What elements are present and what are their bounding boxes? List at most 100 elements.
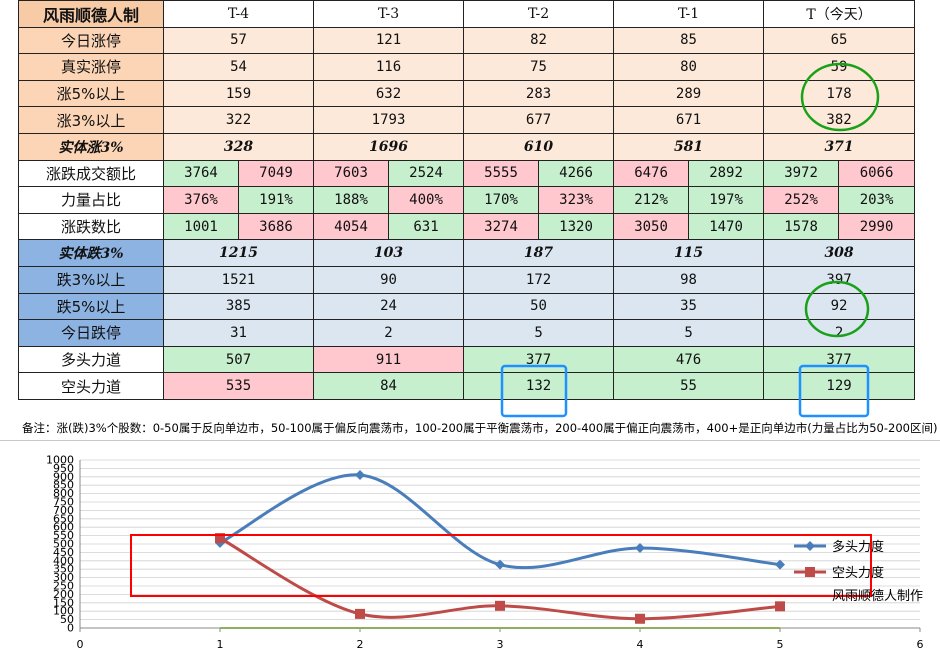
row-label: 实体跌3%	[18, 239, 164, 267]
table-cell: 1793	[313, 106, 465, 134]
table-cell: 377	[763, 345, 916, 374]
table-cell: 2	[763, 319, 916, 347]
table-cell: 187	[463, 239, 615, 267]
y-tick-label: 0	[67, 622, 74, 635]
data-point	[215, 533, 225, 544]
table-cell: 6476	[613, 159, 690, 188]
y-tick-label: 750	[53, 496, 74, 509]
row-label: 实体涨3%	[18, 132, 164, 161]
table-cell: 129	[763, 372, 916, 400]
y-tick-label: 800	[53, 487, 74, 500]
data-point	[635, 613, 645, 624]
chart-series	[215, 469, 785, 629]
table-cell: 535	[162, 372, 315, 400]
section-divider	[0, 440, 940, 441]
table-cell: 2524	[388, 159, 465, 188]
y-tick-label: 850	[53, 479, 74, 492]
highlight-range-box	[130, 534, 872, 597]
table-cell: 308	[763, 239, 916, 267]
table-cell: 3686	[237, 212, 315, 241]
table-cell: 65	[763, 26, 916, 55]
table-cell: 3050	[613, 212, 690, 241]
data-point	[495, 600, 505, 611]
table-cell: 1001	[163, 212, 239, 241]
data-point	[635, 543, 645, 554]
chart-axes: 0501001502002503003504004505005506006507…	[46, 454, 924, 652]
y-tick-label: 500	[53, 538, 74, 551]
table-cell: 322	[162, 106, 315, 134]
row-label: 涨跌成交额比	[18, 159, 164, 188]
data-point	[495, 559, 505, 570]
table-cell: 170%	[463, 186, 540, 214]
table-row: 多头力道 507 911 377 476 377	[18, 345, 916, 374]
row-label: 真实涨停	[18, 53, 164, 81]
table-cell: 1696	[313, 132, 465, 161]
y-tick-label: 350	[53, 563, 74, 576]
row-label: 空头力道	[18, 372, 164, 400]
y-tick-label: 600	[53, 521, 74, 534]
data-point	[355, 469, 365, 480]
table-cell: 159	[162, 79, 315, 108]
y-tick-label: 300	[53, 571, 74, 584]
row-label: 跌5%以上	[18, 292, 164, 321]
column-header: T-1	[613, 0, 765, 28]
table-cell: 203%	[838, 186, 916, 214]
table-cell: 4054	[313, 212, 390, 241]
column-header: T-3	[313, 0, 465, 28]
table-row: 今日涨停 57 121 82 85 65	[18, 26, 916, 55]
table-row: 跌3%以上 1521 90 172 98 397	[18, 265, 916, 294]
y-tick-label: 900	[53, 470, 74, 483]
table-cell: 7603	[313, 159, 390, 188]
table-cell: 55	[613, 372, 765, 400]
table-cell: 610	[463, 132, 615, 161]
column-header: T-4	[162, 0, 315, 28]
table-row: 涨跌成交额比 3764 7049 7603 2524 5555 4266 6476 2892 39…	[18, 159, 916, 188]
x-tick-label: 4	[637, 638, 644, 651]
table-cell: 1320	[538, 212, 615, 241]
table-cell: 2892	[688, 159, 765, 188]
table-cell: 2	[313, 319, 465, 347]
data-point	[775, 559, 785, 570]
y-tick-label: 200	[53, 588, 74, 601]
legend-marker	[805, 541, 815, 551]
table-cell: 677	[463, 106, 615, 134]
table-header-row: 风雨顺德人制 T-4 T-3 T-2 T-1 T（今天）	[18, 0, 916, 28]
table-row: 空头力道 535 84 132 55 129	[18, 372, 916, 400]
table-cell: 5	[463, 319, 615, 347]
y-tick-label: 450	[53, 546, 74, 559]
table-row: 涨5%以上 159 632 283 289 178	[18, 79, 916, 108]
table-cell: 323%	[538, 186, 615, 214]
table-cell: 6066	[838, 159, 916, 188]
series-line-0	[219, 473, 781, 570]
data-point	[355, 608, 365, 619]
column-header: T-2	[463, 0, 615, 28]
table-cell: 4266	[538, 159, 615, 188]
table-cell: 84	[313, 372, 465, 400]
y-tick-label: 50	[60, 613, 74, 626]
y-tick-label: 400	[53, 554, 74, 567]
x-tick-label: 0	[77, 638, 84, 651]
x-tick-label: 5	[777, 638, 784, 651]
table-cell: 82	[463, 26, 615, 55]
table-cell: 103	[313, 239, 465, 267]
table-cell: 5	[613, 319, 765, 347]
table-cell: 80	[613, 53, 765, 81]
table-cell: 252%	[763, 186, 840, 214]
table-cell: 92	[763, 292, 916, 321]
table-cell: 57	[162, 26, 315, 55]
row-label: 涨5%以上	[18, 79, 164, 108]
table-cell: 197%	[688, 186, 765, 214]
row-label: 跌3%以上	[18, 265, 164, 294]
table-row: 实体涨3% 328 1696 610 581 371	[18, 132, 916, 161]
table-cell: 632	[313, 79, 465, 108]
table-cell: 191%	[237, 186, 315, 214]
table-cell: 3274	[463, 212, 540, 241]
table-cell: 1215	[162, 239, 315, 267]
table-cell: 188%	[313, 186, 390, 214]
table-cell: 1578	[763, 212, 840, 241]
force-line-chart: 0501001502002503003504004505005506006507…	[46, 454, 924, 652]
table-row: 跌5%以上 385 24 50 35 92	[18, 292, 916, 321]
legend-label: 空头力度	[832, 565, 884, 581]
table-cell: 397	[763, 265, 916, 294]
table-cell: 7049	[237, 159, 315, 188]
